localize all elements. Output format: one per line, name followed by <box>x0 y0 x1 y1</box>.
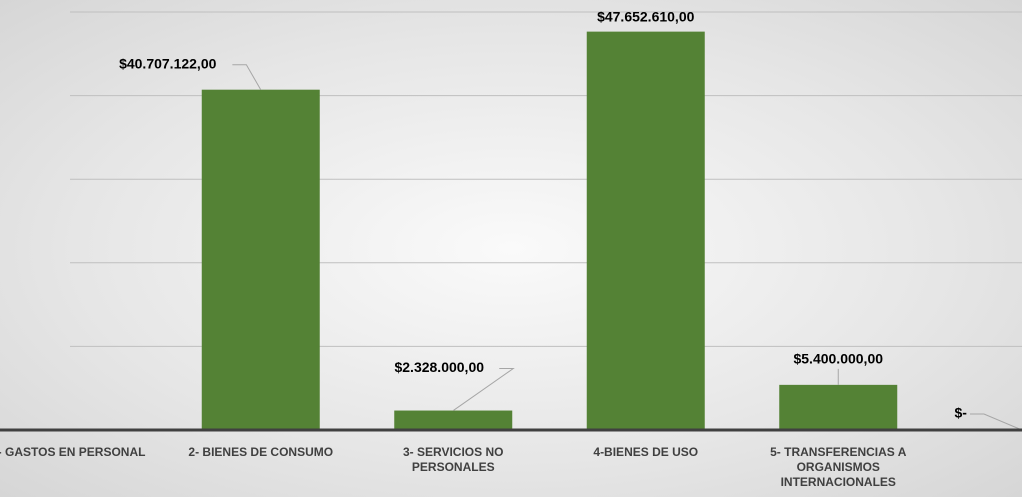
x-tick-label: 3- SERVICIOS NO PERSONALES <box>403 445 504 474</box>
data-label: $47.652.610,00 <box>597 8 695 24</box>
leader-line <box>969 413 1022 431</box>
leader-line <box>232 64 262 90</box>
data-label: $5.400.000,00 <box>793 351 883 367</box>
bar <box>779 384 898 430</box>
data-label: $- <box>955 405 968 421</box>
x-tick-label: 2- BIENES DE CONSUMO <box>188 445 334 459</box>
x-tick-label: 4-BIENES DE USO <box>593 445 699 459</box>
data-label: $2.328.000,00 <box>394 359 484 375</box>
x-tick-label: 1- GASTOS EN PERSONAL <box>0 445 146 459</box>
leader-line <box>452 368 515 411</box>
x-tick-label: 5- TRANSFERENCIAS A ORGANISMOS INTERNACI… <box>770 445 907 489</box>
bar <box>201 89 320 430</box>
bar <box>586 31 705 431</box>
data-label: $40.707.122,00 <box>119 55 217 71</box>
bar <box>394 410 513 430</box>
